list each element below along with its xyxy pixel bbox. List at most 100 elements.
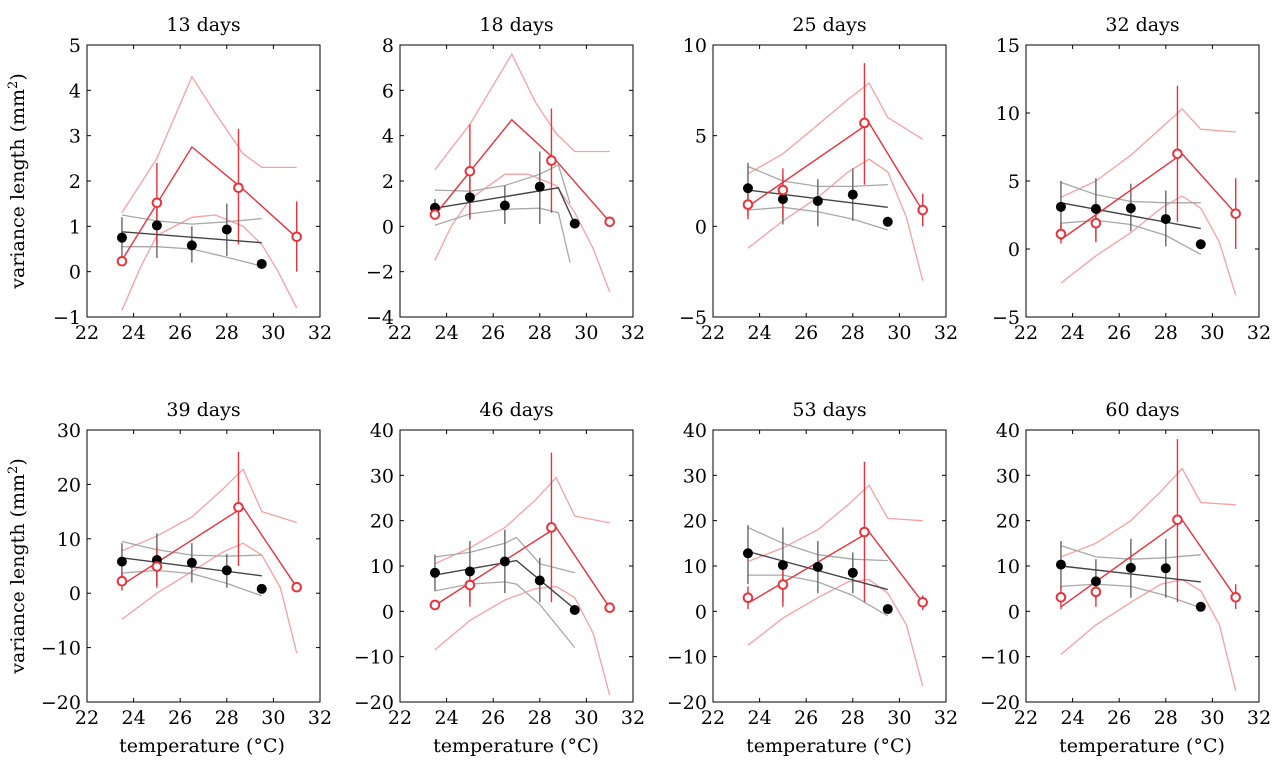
y-tick-label: −5	[992, 307, 1020, 329]
y-tick-label: 10	[996, 556, 1020, 578]
x-axis-label-3: temperature (°C)	[746, 735, 912, 757]
y-tick-label: −10	[980, 647, 1020, 669]
x-axis-label-4: temperature (°C)	[1059, 735, 1225, 757]
black-data-point	[742, 183, 753, 194]
y-tick-label: 4	[382, 126, 394, 148]
red-band-lower	[747, 158, 924, 281]
red-data-point	[1055, 228, 1067, 240]
red-band-upper	[747, 82, 924, 175]
x-tick-label: 26	[481, 322, 505, 344]
panel-3: 25 days −5 0 5 10 22 24 26 28 30 32	[679, 14, 958, 344]
y-tick-label: 2	[69, 171, 81, 193]
x-tick-label: 28	[841, 322, 865, 344]
red-data-point	[233, 182, 244, 194]
red-fit-line	[1060, 152, 1237, 241]
y-axis-label-bottom-superscript: 2	[6, 466, 21, 474]
black-data-point	[464, 192, 475, 203]
panel-title: 13 days	[166, 14, 240, 36]
x-tick-label: 26	[1107, 707, 1131, 729]
x-tick-label: 30	[887, 707, 911, 729]
y-tick-label: 0	[382, 601, 394, 623]
red-data-point	[742, 199, 754, 210]
black-data-point	[1160, 214, 1171, 225]
y-tick-label: −20	[980, 692, 1020, 714]
panel-5: 39 days −20 −10 0 10 20 30 22 24 26 28 30 32	[41, 399, 332, 729]
plot-frame	[86, 44, 321, 318]
x-tick-label: 28	[841, 707, 865, 729]
x-tick-label: 28	[528, 707, 552, 729]
black-data-point	[742, 548, 753, 559]
y-tick-label: 4	[69, 80, 81, 102]
black-data-point	[464, 566, 475, 577]
black-data-point	[534, 575, 545, 586]
x-tick-label: 26	[794, 322, 818, 344]
y-tick-label: −20	[667, 692, 707, 714]
black-fit-line	[434, 187, 576, 225]
x-tick-label: 28	[1154, 322, 1178, 344]
red-data-point	[464, 165, 476, 177]
red-data-point	[1172, 514, 1183, 526]
y-tick-label: 0	[695, 601, 707, 623]
black-data-point	[1195, 601, 1206, 612]
red-fit-line	[434, 526, 611, 609]
x-tick-label: 24	[435, 707, 459, 729]
y-tick-label: 10	[370, 556, 394, 578]
red-data-point	[742, 592, 754, 604]
red-fit-line	[747, 122, 924, 212]
red-band-lower	[434, 585, 611, 696]
black-data-point	[499, 556, 510, 567]
black-data-point	[777, 560, 788, 571]
panel-1: 13 days −1 0 1 2 3 4 5 22 24 26 28 30 32	[53, 14, 332, 344]
red-data-point	[1230, 591, 1241, 603]
x-tick-label: 22	[701, 707, 725, 729]
x-tick-label: 30	[574, 707, 598, 729]
y-axis-label-top-superscript: 2	[6, 81, 21, 89]
black-data-point	[1090, 576, 1101, 587]
red-data-point	[151, 561, 163, 572]
panel-title: 25 days	[792, 14, 866, 36]
red-data-point	[1055, 591, 1067, 603]
red-data-point	[1090, 586, 1102, 598]
plot-area	[434, 52, 611, 293]
panel-title: 39 days	[166, 399, 240, 421]
x-tick-label: 26	[168, 322, 192, 344]
y-tick-label: 6	[382, 80, 394, 102]
y-tick-label: 20	[683, 511, 707, 533]
plot-frame	[399, 44, 634, 318]
plot-area	[747, 461, 924, 687]
red-data-point	[859, 117, 870, 129]
red-band-upper	[121, 468, 297, 552]
x-tick-label: 22	[388, 707, 412, 729]
y-tick-label: 30	[57, 420, 81, 442]
y-tick-label: 20	[996, 511, 1020, 533]
red-data-point	[429, 599, 441, 611]
y-tick-label: −1	[53, 307, 81, 329]
y-tick-label: 10	[683, 35, 707, 57]
y-tick-label: 0	[1008, 239, 1020, 261]
y-tick-label: −10	[354, 647, 394, 669]
y-tick-label: 40	[683, 420, 707, 442]
black-data-point	[151, 220, 162, 231]
black-data-point	[1055, 201, 1066, 212]
y-axis-label-bottom: variance length (mm2)	[6, 458, 29, 675]
black-data-point	[882, 604, 893, 615]
x-tick-label: 32	[308, 322, 332, 344]
black-data-point	[116, 232, 127, 243]
plot-area	[434, 452, 611, 696]
x-tick-label: 32	[308, 707, 332, 729]
red-data-point	[429, 209, 441, 220]
x-tick-label: 30	[261, 707, 285, 729]
red-data-point	[116, 255, 128, 267]
black-data-point	[221, 565, 232, 576]
y-tick-label: 0	[695, 216, 707, 238]
x-tick-label: 24	[122, 707, 146, 729]
x-tick-label: 30	[261, 322, 285, 344]
black-data-point	[569, 604, 580, 615]
y-tick-label: −4	[366, 307, 394, 329]
black-data-point	[429, 567, 440, 578]
plot-frame	[86, 429, 321, 703]
plot-area	[1060, 85, 1237, 296]
panel-title: 53 days	[792, 399, 866, 421]
y-tick-label: −20	[354, 692, 394, 714]
